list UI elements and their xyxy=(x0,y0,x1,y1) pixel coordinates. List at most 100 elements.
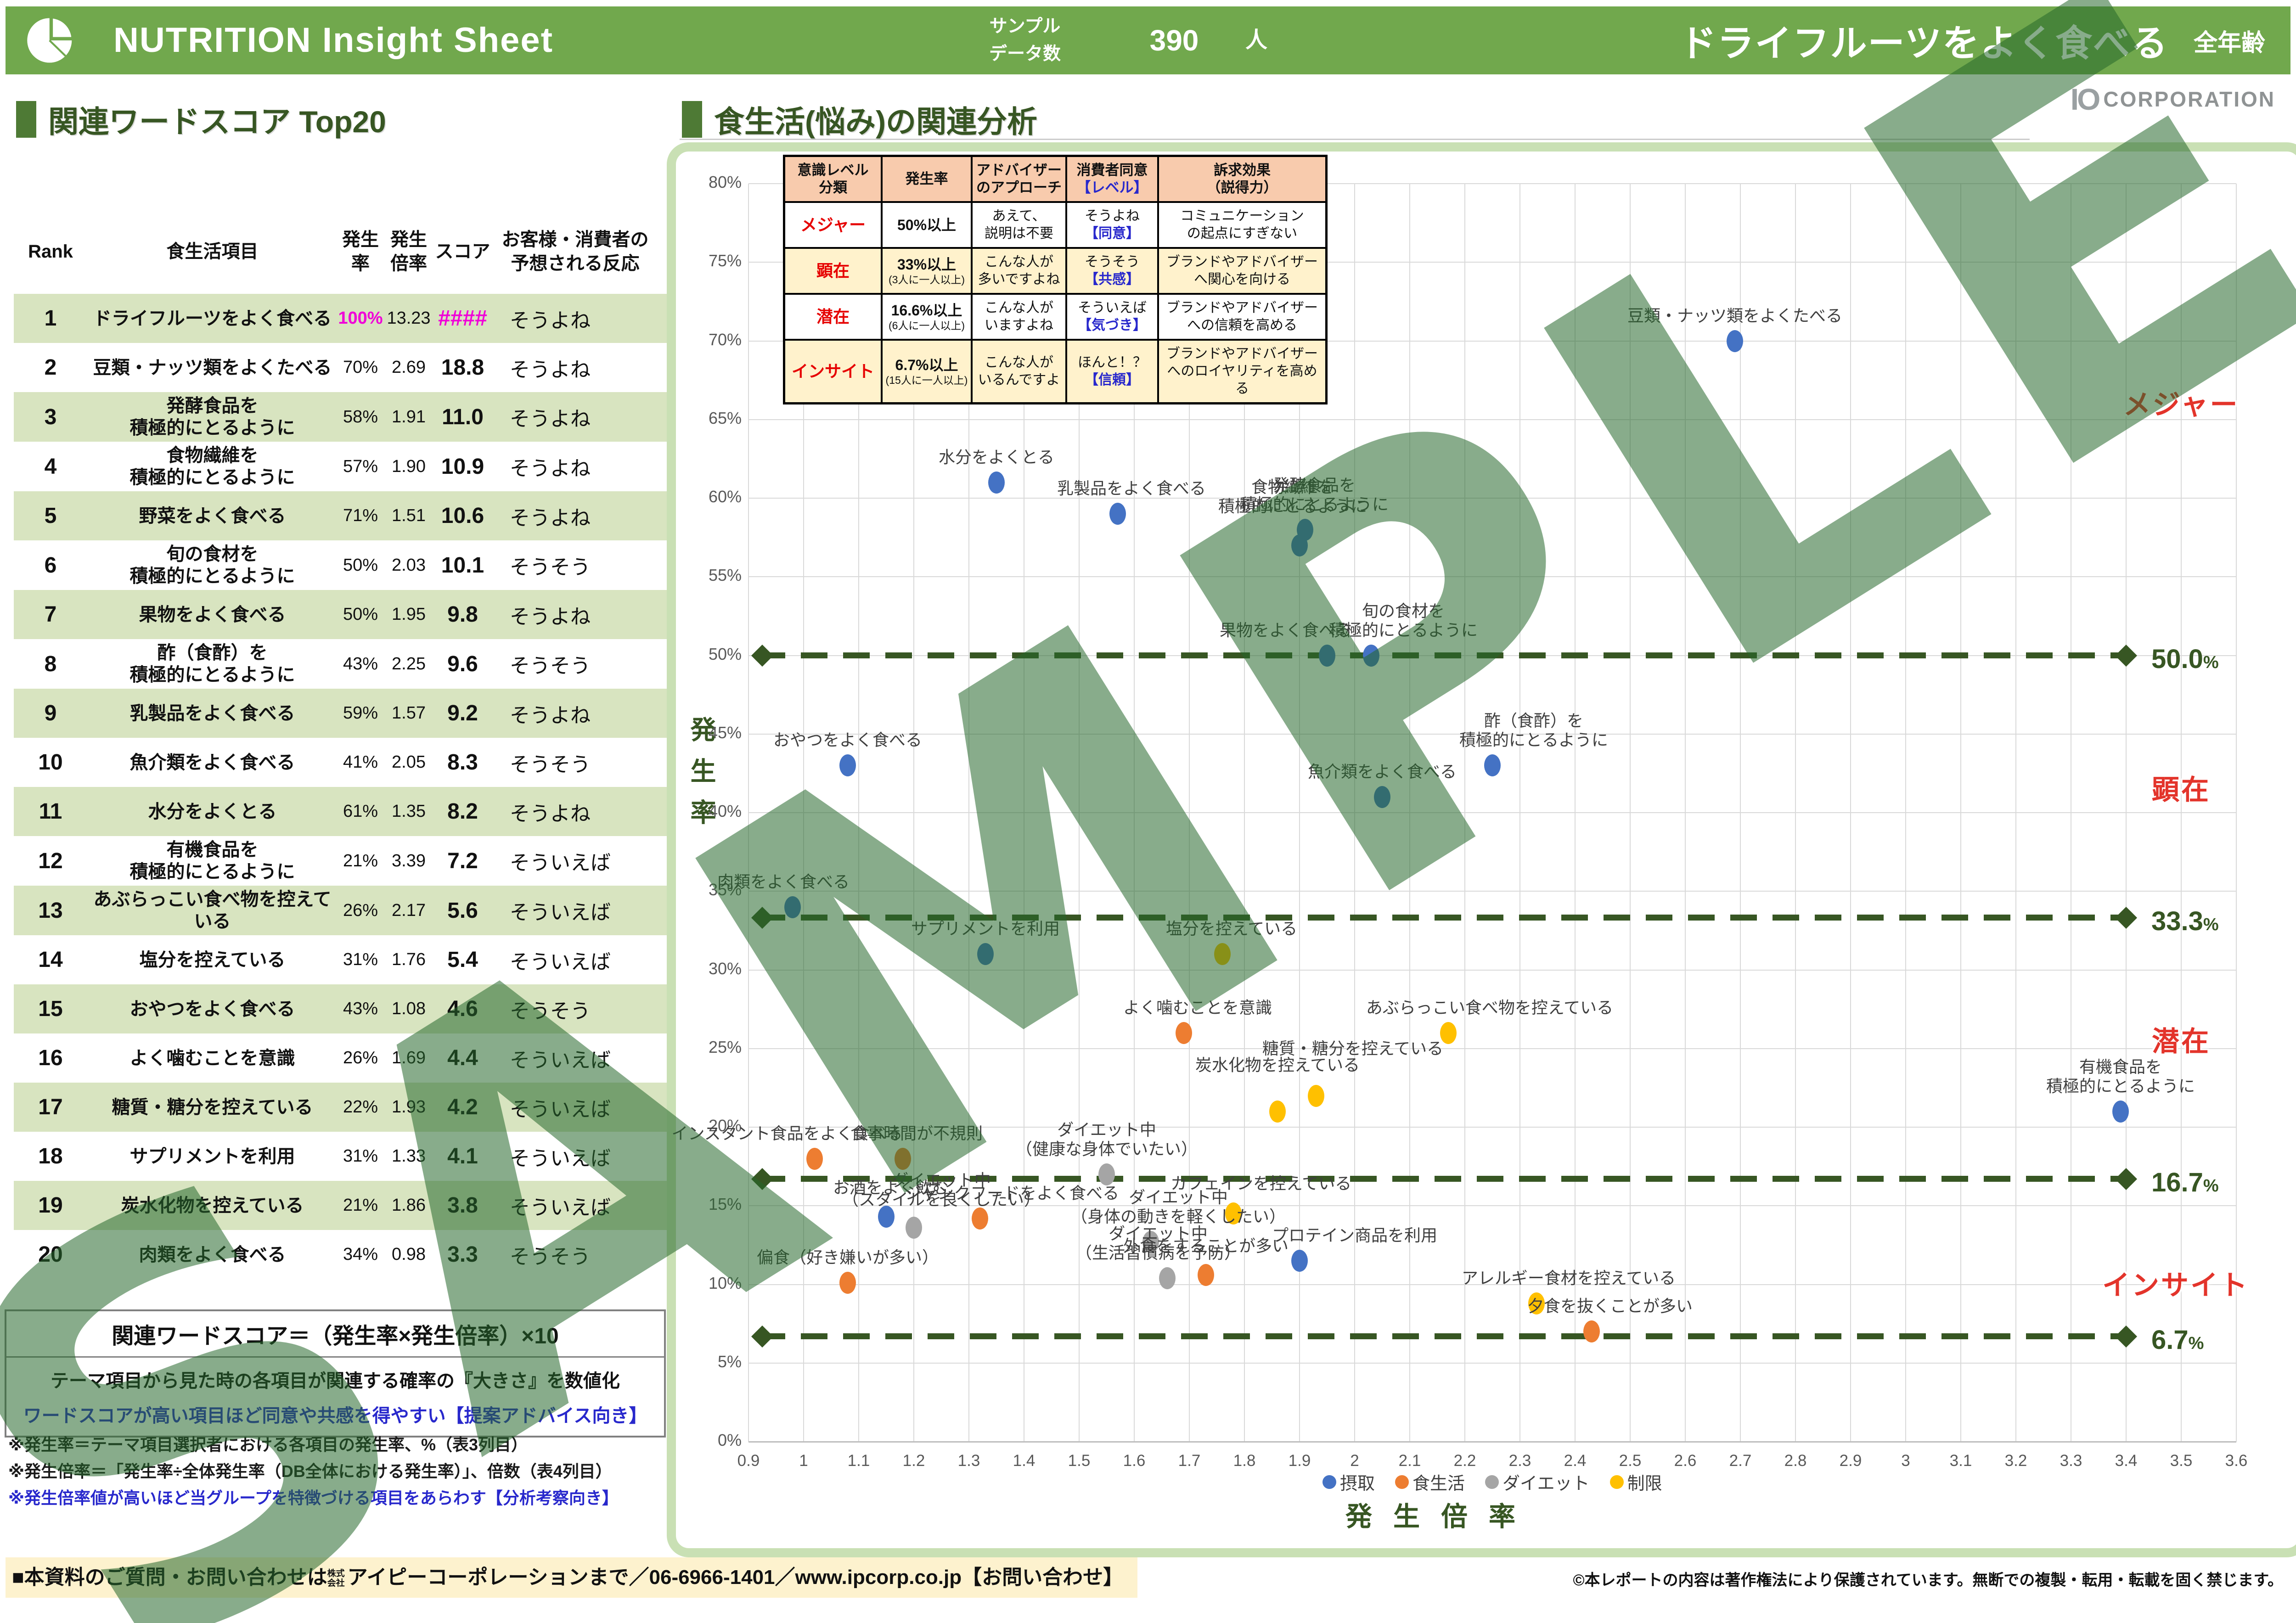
legend-label: 制限 xyxy=(1627,1474,1662,1494)
scatter-point[interactable] xyxy=(1142,1231,1159,1253)
reaction-cell: そういえば xyxy=(510,1049,611,1072)
scatter-point[interactable] xyxy=(1214,943,1231,966)
point-label: 食物繊維を 積極的にとるように xyxy=(1218,477,1367,516)
rank-cell: 7 xyxy=(44,602,57,627)
scatter-point[interactable] xyxy=(895,1147,911,1170)
legend-table-effect: ブランドやアドバイザー へ関心を向ける xyxy=(1158,248,1326,294)
table-row: 6 旬の食材を 積極的にとるように 50% 2.03 10.1 そうそう xyxy=(14,540,668,590)
scatter-point[interactable] xyxy=(1291,534,1308,556)
reaction-cell: そういえば xyxy=(510,950,611,973)
scatter-point[interactable] xyxy=(839,1272,856,1294)
score-cell: 10.9 xyxy=(441,454,484,479)
reaction-cell: そうよね xyxy=(510,457,591,480)
scatter-point[interactable] xyxy=(1159,1267,1176,1289)
scatter-point[interactable] xyxy=(1176,1022,1192,1044)
grid-line-vertical xyxy=(2236,184,2237,1442)
col-header-ratio: 発生 倍率 xyxy=(390,229,427,274)
x-axis-tick-label: 2.6 xyxy=(1674,1452,1697,1470)
score-cell: 5.4 xyxy=(447,948,478,972)
item-cell: 水分をよくとる xyxy=(148,801,277,822)
scatter-point[interactable] xyxy=(1319,644,1335,667)
scatter-point[interactable] xyxy=(2112,1100,2129,1123)
scatter-point[interactable] xyxy=(806,1147,823,1170)
ratio-cell: 1.35 xyxy=(392,802,426,821)
footer-bar: ■本資料のご質問・お問い合わせは株式 会社 アイピーコーポレーションまで／06-6… xyxy=(6,1557,1137,1598)
scatter-point[interactable] xyxy=(1098,1163,1115,1185)
table-row: 10 魚介類をよく食べる 41% 2.05 8.3 そうそう xyxy=(14,738,668,787)
point-label: あぶらっこい食べ物を控えている xyxy=(1366,998,1614,1017)
item-cell: 有機食品を 積極的にとるように xyxy=(129,840,295,882)
ratio-cell: 13.23 xyxy=(387,309,431,328)
scatter-point[interactable] xyxy=(1727,330,1743,352)
point-label: 塩分を控えている xyxy=(1165,919,1298,938)
item-cell: 塩分を控えている xyxy=(139,949,286,970)
point-label: 外食をすることが多い xyxy=(1123,1236,1289,1255)
rank-cell: 12 xyxy=(38,848,63,873)
scatter-point[interactable] xyxy=(784,896,801,918)
sample-label-line2: データ数 xyxy=(989,44,1061,64)
x-axis-tick-label: 0.9 xyxy=(737,1452,760,1470)
footer-copyright: ©本レポートの内容は著作権法により保護されています。無断での複製・転用・転載を固… xyxy=(1573,1572,2283,1589)
scatter-point[interactable] xyxy=(1109,503,1126,525)
scatter-point[interactable] xyxy=(988,471,1005,494)
scatter-point[interactable] xyxy=(972,1207,988,1230)
point-label: おやつをよく食べる xyxy=(773,730,923,750)
score-cell: 4.6 xyxy=(447,997,478,1021)
rank-cell: 18 xyxy=(38,1144,63,1168)
header-bar: NUTRITION Insight Sheet サンプル データ数 390 人 … xyxy=(6,6,2290,74)
x-axis-tick-label: 2.1 xyxy=(1398,1452,1421,1470)
scatter-point[interactable] xyxy=(977,943,994,966)
scatter-point[interactable] xyxy=(1291,1250,1308,1272)
x-axis-tick-label: 3.5 xyxy=(2170,1452,2193,1470)
scatter-point[interactable] xyxy=(1374,786,1390,808)
rate-cell: 71% xyxy=(343,506,378,525)
legend-table-rate: 50%以上 xyxy=(882,202,972,248)
score-cell: 4.2 xyxy=(447,1095,478,1119)
item-cell: 酢（食酢）を 積極的にとるように xyxy=(129,643,295,685)
scatter-point[interactable] xyxy=(1528,1292,1545,1314)
scatter-point[interactable] xyxy=(1225,1202,1242,1225)
rank-cell: 17 xyxy=(38,1095,63,1119)
y-axis-title: 発生率 xyxy=(687,716,716,840)
app-title: NUTRITION Insight Sheet xyxy=(113,21,553,60)
legend-table-approach: あえて、 説明は不要 xyxy=(972,202,1066,248)
theme-title: ドライフルーツをよく食べる xyxy=(1679,23,2168,64)
scatter-point[interactable] xyxy=(878,1206,895,1228)
sample-label-line1: サンプル xyxy=(989,17,1061,36)
y-axis-tick-label: 60% xyxy=(708,487,742,506)
score-formula: 関連ワードスコア＝（発生率×発生倍率）×10 xyxy=(6,1311,664,1358)
scatter-point[interactable] xyxy=(1308,1084,1324,1107)
table-row: 13 あぶらっこい食べ物を控えている 26% 2.17 5.6 そういえば xyxy=(14,886,668,935)
reaction-cell: そういえば xyxy=(510,1196,611,1219)
table-row: 12 有機食品を 積極的にとるように 21% 3.39 7.2 そういえば xyxy=(14,836,668,886)
x-axis-tick-label: 1.2 xyxy=(902,1452,925,1470)
score-cell: 9.6 xyxy=(447,651,478,676)
scatter-point[interactable] xyxy=(906,1217,922,1239)
rank-cell: 15 xyxy=(38,997,63,1021)
reaction-cell: そうよね xyxy=(510,309,591,332)
point-label: お酒をよく飲む xyxy=(833,1178,949,1197)
ratio-cell: 0.98 xyxy=(392,1245,426,1264)
footer-contact-main: アイピーコーポレーションまで／06-6966-1401／www.ipcorp.c… xyxy=(347,1566,1124,1589)
legend-label: 摂取 xyxy=(1340,1474,1375,1494)
scatter-point[interactable] xyxy=(1269,1100,1286,1123)
scatter-point[interactable] xyxy=(1484,754,1501,777)
table-row: 11 水分をよくとる 61% 1.35 8.2 そうよね xyxy=(14,787,668,836)
reaction-cell: そういえば xyxy=(510,1147,611,1170)
scatter-point[interactable] xyxy=(1583,1320,1600,1343)
rank-cell: 19 xyxy=(38,1193,63,1218)
legend-table-category: メジャー xyxy=(784,202,882,248)
scatter-point[interactable] xyxy=(1198,1264,1214,1286)
scatter-point[interactable] xyxy=(1440,1022,1457,1044)
legend-label: ダイエット xyxy=(1503,1474,1590,1494)
scatter-point[interactable] xyxy=(1363,644,1379,667)
col-header-rate: 発生 率 xyxy=(342,229,379,274)
legend-table-effect: コミュニケーション の起点にすぎない xyxy=(1158,202,1326,248)
item-cell: 果物をよく食べる xyxy=(139,604,286,625)
score-hint: ワードスコアが高い項目ほど同意や共感を得やすい【提案アドバイス向き】 xyxy=(23,1406,647,1426)
reaction-cell: そうそう xyxy=(510,753,591,776)
ratio-cell: 1.08 xyxy=(392,999,426,1018)
footer-contact: ■本資料のご質問・お問い合わせは株式 会社 アイピーコーポレーションまで／06-6… xyxy=(12,1557,1123,1598)
scatter-point[interactable] xyxy=(839,754,856,777)
score-cell: 10.1 xyxy=(441,553,484,578)
